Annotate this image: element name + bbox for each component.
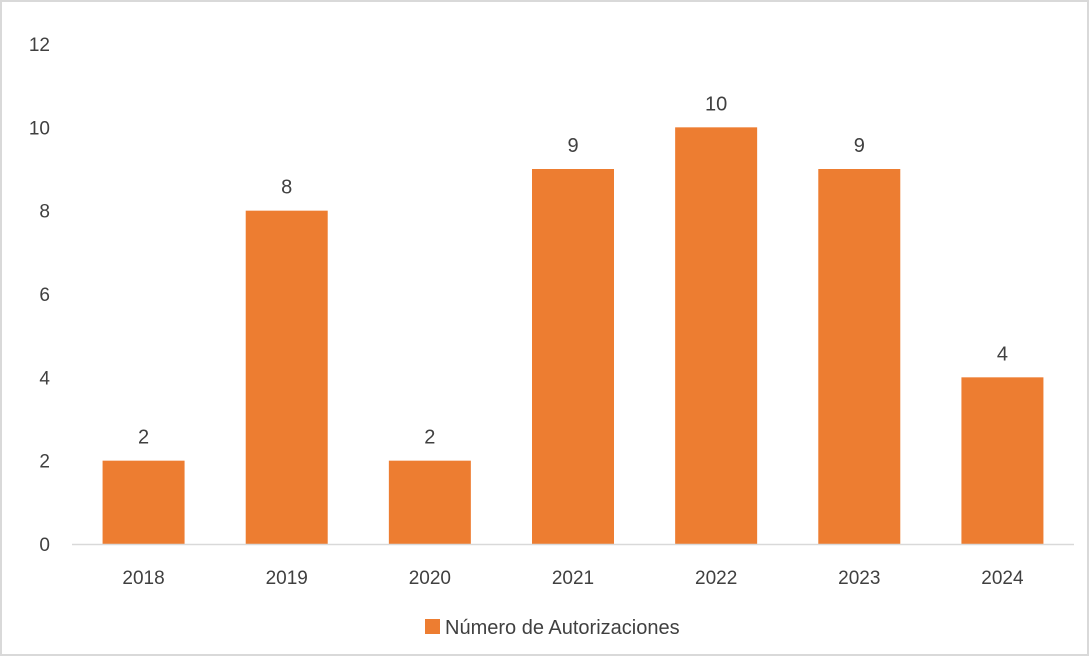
y-tick-label: 4 <box>39 368 50 389</box>
bar-2023 <box>818 169 901 544</box>
x-tick-label-2018: 2018 <box>122 568 164 589</box>
bar-2018 <box>102 460 185 544</box>
data-label-2022: 10 <box>705 93 727 115</box>
bar-2022 <box>675 127 758 544</box>
data-label-2023: 9 <box>854 135 865 157</box>
bar-series <box>102 127 1044 544</box>
x-tick-label-2024: 2024 <box>981 568 1024 589</box>
x-axis-tick-labels: 2018 2019 2020 2021 2022 2023 2024 <box>122 568 1024 589</box>
data-labels: 2 8 2 9 10 9 4 <box>138 93 1008 448</box>
y-tick-label: 8 <box>39 202 50 223</box>
bar-2024 <box>961 377 1044 544</box>
legend-label: Número de Autorizaciones <box>445 617 680 639</box>
y-tick-label: 2 <box>39 452 50 473</box>
x-tick-label-2023: 2023 <box>838 568 880 589</box>
y-tick-label: 12 <box>29 35 50 56</box>
y-tick-label: 6 <box>39 285 50 306</box>
legend-swatch <box>425 619 440 634</box>
x-tick-label-2019: 2019 <box>266 568 308 589</box>
x-tick-label-2020: 2020 <box>409 568 451 589</box>
y-tick-label: 10 <box>29 118 50 139</box>
bar-2021 <box>532 169 614 544</box>
x-tick-label-2022: 2022 <box>695 568 737 589</box>
data-label-2018: 2 <box>138 427 149 449</box>
bar-2020 <box>388 460 471 544</box>
y-tick-label: 0 <box>39 535 50 556</box>
data-label-2020: 2 <box>424 427 435 449</box>
data-label-2021: 9 <box>567 135 578 157</box>
legend: Número de Autorizaciones <box>425 617 680 639</box>
data-label-2024: 4 <box>997 343 1008 365</box>
bar-2019 <box>245 210 328 544</box>
y-axis-tick-labels: 0 2 4 6 8 10 12 <box>29 35 51 556</box>
x-tick-label-2021: 2021 <box>552 568 594 589</box>
data-label-2019: 8 <box>281 177 292 199</box>
